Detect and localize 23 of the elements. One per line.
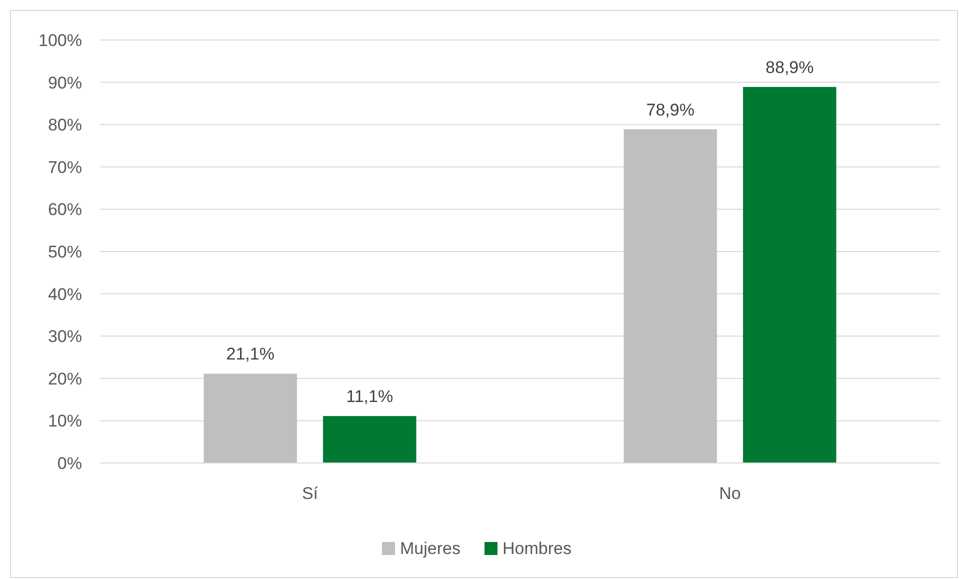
data-label: 78,9% <box>646 100 694 120</box>
y-tick-label: 40% <box>48 284 82 304</box>
legend-label: Mujeres <box>400 538 460 558</box>
bar <box>323 416 416 463</box>
y-tick-label: 50% <box>48 242 82 262</box>
bar <box>624 129 717 463</box>
data-label: 11,1% <box>346 387 394 406</box>
bar <box>743 86 836 463</box>
x-tick-label: Sí <box>302 484 318 503</box>
data-label: 88,9% <box>766 58 814 77</box>
y-tick-label: 20% <box>48 369 82 388</box>
data-label: 21,1% <box>226 344 274 364</box>
bar <box>204 374 297 463</box>
y-tick-label: 70% <box>48 158 82 177</box>
y-tick-label: 100% <box>38 30 82 50</box>
y-tick-label: 30% <box>48 327 82 346</box>
y-tick-label: 0% <box>57 454 82 473</box>
y-tick-label: 10% <box>48 412 82 431</box>
x-tick-label: No <box>719 484 741 503</box>
y-tick-label: 80% <box>48 116 82 135</box>
y-tick-label: 90% <box>48 73 82 92</box>
y-tick-label: 60% <box>48 200 82 220</box>
legend-label: Hombres <box>502 538 572 558</box>
